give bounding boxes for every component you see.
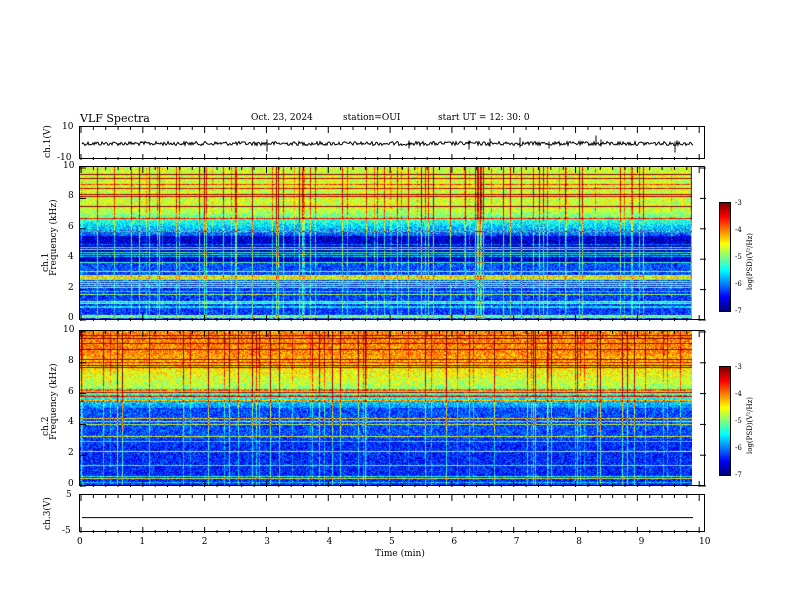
ch1-colorbar [719, 202, 731, 312]
ch1-waveform-plot [80, 127, 700, 160]
colorbar-tick-label: -6 [735, 444, 742, 452]
colorbar-tick-label: -3 [735, 363, 742, 371]
ch3-waveform-plot [80, 495, 700, 533]
x-tick-label: 1 [139, 537, 146, 547]
ch3-waveform-ylabel: ch.3(V) [43, 497, 53, 530]
x-tick-label: 8 [576, 537, 582, 547]
ch1-spectrogram-ylabel: Frequency (kHz) [49, 199, 59, 276]
x-tick-label: 3 [264, 537, 270, 547]
x-tick-label: 7 [513, 537, 520, 547]
y-tick-label: 6 [68, 386, 74, 397]
ch1-waveform-ylabel: ch.1(V) [43, 125, 53, 158]
y-tick-label: 2 [68, 282, 74, 293]
y-tick-label: 0 [68, 479, 74, 489]
ch1-ytick-top: 10 [62, 122, 74, 132]
ch3-ytick-top: 5 [66, 490, 72, 500]
colorbar-tick-label: -6 [735, 280, 742, 288]
x-tick-label: 0 [77, 537, 83, 547]
ch1-ytick-bottom: -10 [57, 153, 72, 163]
y-tick-label: 0 [68, 313, 74, 323]
y-tick-label: 10 [63, 325, 75, 335]
ch1-waveform-panel [79, 126, 705, 160]
x-tick-label: 5 [389, 537, 395, 547]
colorbar-tick-label: -7 [735, 471, 742, 479]
colorbar-tick-label: -7 [735, 307, 742, 315]
ch3-ytick-bottom: -5 [62, 526, 71, 536]
ch2-colorbar-label: log(PSD)(V²/Hz) [746, 397, 754, 454]
date-label: Oct. 23, 2024 [251, 113, 313, 123]
ch3-waveform-panel [79, 494, 705, 533]
waveform-trace [81, 139, 694, 148]
y-tick-label: 6 [68, 221, 74, 232]
ch1-spectrogram-ticks [80, 167, 706, 321]
colorbar-tick-label: -4 [735, 226, 742, 234]
ch1-spectrogram-panel [79, 166, 706, 321]
x-tick-label: 2 [201, 537, 208, 547]
y-tick-label: 8 [68, 191, 74, 202]
station-label: station=OUI [343, 113, 401, 123]
colorbar-tick-label: -5 [735, 253, 742, 261]
y-tick-label: 4 [68, 417, 74, 428]
ch2-spectrogram-ticks [80, 331, 706, 487]
x-tick-label: 9 [638, 537, 645, 547]
x-tick-label: 4 [326, 537, 333, 547]
ch1-colorbar-label: log(PSD)(V²/Hz) [746, 233, 754, 290]
ch2-spectrogram-panel [79, 330, 706, 487]
y-tick-label: 4 [68, 252, 74, 263]
colorbar-tick-label: -5 [735, 417, 742, 425]
x-tick-label: 10 [699, 537, 711, 547]
y-tick-label: 2 [68, 448, 74, 459]
ch2-spectrogram-ylabel: Frequency (kHz) [49, 363, 59, 440]
x-tick-label: 6 [451, 537, 458, 547]
colorbar-tick-label: -4 [735, 390, 742, 398]
ch2-colorbar [719, 366, 731, 476]
x-axis-label: Time (min) [375, 549, 425, 559]
y-tick-label: 8 [68, 355, 74, 366]
ch1-spectrogram-image [80, 167, 692, 319]
y-tick-label: 10 [63, 161, 75, 171]
chart-title: VLF Spectra [80, 112, 150, 125]
start-ut-label: start UT = 12: 30: 0 [438, 113, 530, 123]
ch2-spectrogram-image [80, 331, 692, 485]
colorbar-tick-label: -3 [735, 199, 742, 207]
